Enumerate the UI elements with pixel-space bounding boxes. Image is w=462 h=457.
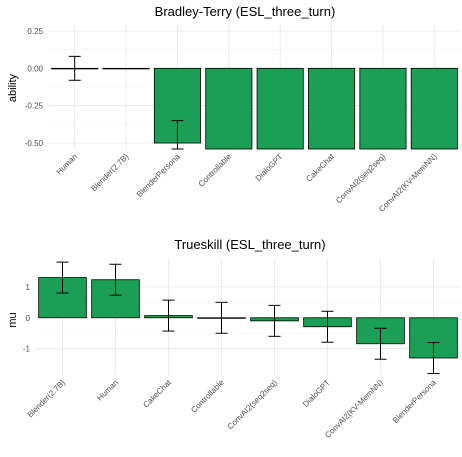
x-tick-label: DialoGPT: [301, 378, 332, 409]
y-axis-label: ability: [7, 73, 19, 102]
x-tick-label: BlenderPersona: [391, 378, 438, 425]
trueskill-panel: Trueskill (ESL_three_turn) mu 1 0 -1 Blende…: [7, 237, 460, 440]
bar: [205, 67, 253, 150]
bar: [256, 67, 304, 150]
y-tick-label: 0: [26, 314, 31, 323]
y-tick-label: -1: [23, 345, 31, 354]
x-tick-label: BlenderPersona: [135, 152, 182, 199]
bradley-terry-panel: Bradley-Terry (ESL_three_turn) ability 0…: [7, 4, 460, 214]
x-tick-label: ConvAI2(KV-MemNN): [323, 378, 385, 440]
bar: [102, 67, 150, 70]
x-tick-label: DialoGPT: [254, 152, 285, 183]
y-tick-label: -0.50: [25, 139, 44, 148]
x-tick-label: Controllable: [189, 378, 226, 415]
x-tick-label: ConvAI2(KV-MemNN): [377, 152, 439, 214]
x-tick-label: Controllable: [197, 152, 234, 189]
y-tick-label: 0.00: [27, 64, 43, 73]
x-tick-label: Human: [95, 378, 120, 403]
y-tick-label: -0.25: [25, 102, 44, 111]
chart-title: Trueskill (ESL_three_turn): [174, 237, 325, 252]
y-tick-label: 1: [26, 283, 31, 292]
bar: [308, 67, 356, 150]
chart-title: Bradley-Terry (ESL_three_turn): [155, 4, 336, 19]
x-tick-label: ConvAI2(seq2seq): [334, 152, 387, 205]
y-tick-label: 0.25: [27, 27, 43, 36]
bar: [410, 67, 458, 150]
x-tick-label: CakeChat: [141, 378, 173, 410]
x-tick-label: ConvAI2(seq2seq): [226, 378, 279, 431]
x-tick-label: Blender(2.7B): [26, 378, 68, 420]
bar: [359, 67, 407, 150]
x-tick-label: CakeChat: [304, 152, 336, 184]
x-tick-label: Blender(2.7B): [89, 152, 131, 194]
x-tick-label: Human: [54, 152, 79, 177]
y-axis-label: mu: [7, 312, 19, 327]
